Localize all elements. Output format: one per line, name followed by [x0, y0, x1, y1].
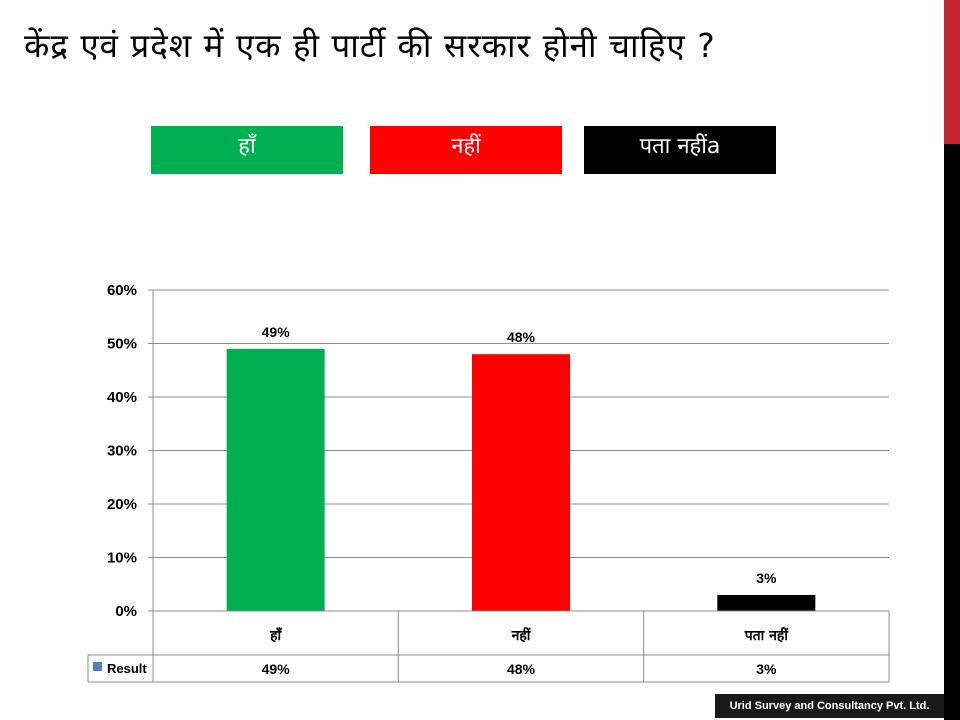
table-value: 49%: [262, 661, 291, 677]
x-category-label: पता नहीं: [744, 627, 790, 644]
side-accent-bar: [944, 0, 960, 720]
series-legend-label: Result: [107, 661, 147, 676]
y-tick-label: 30%: [107, 443, 137, 460]
y-tick-label: 0%: [115, 603, 137, 620]
legend-box-yes: हाँ: [151, 126, 343, 174]
legend-box-dont-know-label: पता नहींa: [639, 134, 721, 159]
table-value: 3%: [756, 661, 777, 677]
footer-credit: Urid Survey and Consultancy Pvt. Ltd.: [715, 694, 944, 718]
bar: [226, 348, 325, 611]
x-category-label: हाँ: [269, 627, 282, 644]
y-tick-label: 60%: [107, 282, 137, 299]
y-tick-label: 40%: [107, 389, 137, 406]
data-label: 49%: [262, 324, 291, 340]
series-legend-swatch: [93, 662, 102, 671]
bar: [472, 354, 570, 611]
legend-box-no: नहीं: [370, 126, 562, 174]
legend-box-dont-know: पता नहींa: [584, 126, 776, 174]
legend-box-yes-label: हाँ: [238, 134, 256, 159]
y-tick-label: 50%: [107, 336, 137, 353]
data-label: 48%: [507, 329, 536, 345]
table-value: 48%: [507, 661, 536, 677]
bar: [717, 594, 816, 611]
y-tick-label: 10%: [107, 550, 137, 567]
legend-box-no-label: नहीं: [451, 134, 481, 159]
side-accent-bar-red: [944, 0, 960, 144]
data-label: 3%: [756, 570, 777, 586]
y-tick-label: 20%: [107, 496, 137, 513]
page-title: केंद्र एवं प्रदेश में एक ही पार्टी की सर…: [24, 26, 716, 65]
x-category-label: नहीं: [511, 627, 532, 644]
